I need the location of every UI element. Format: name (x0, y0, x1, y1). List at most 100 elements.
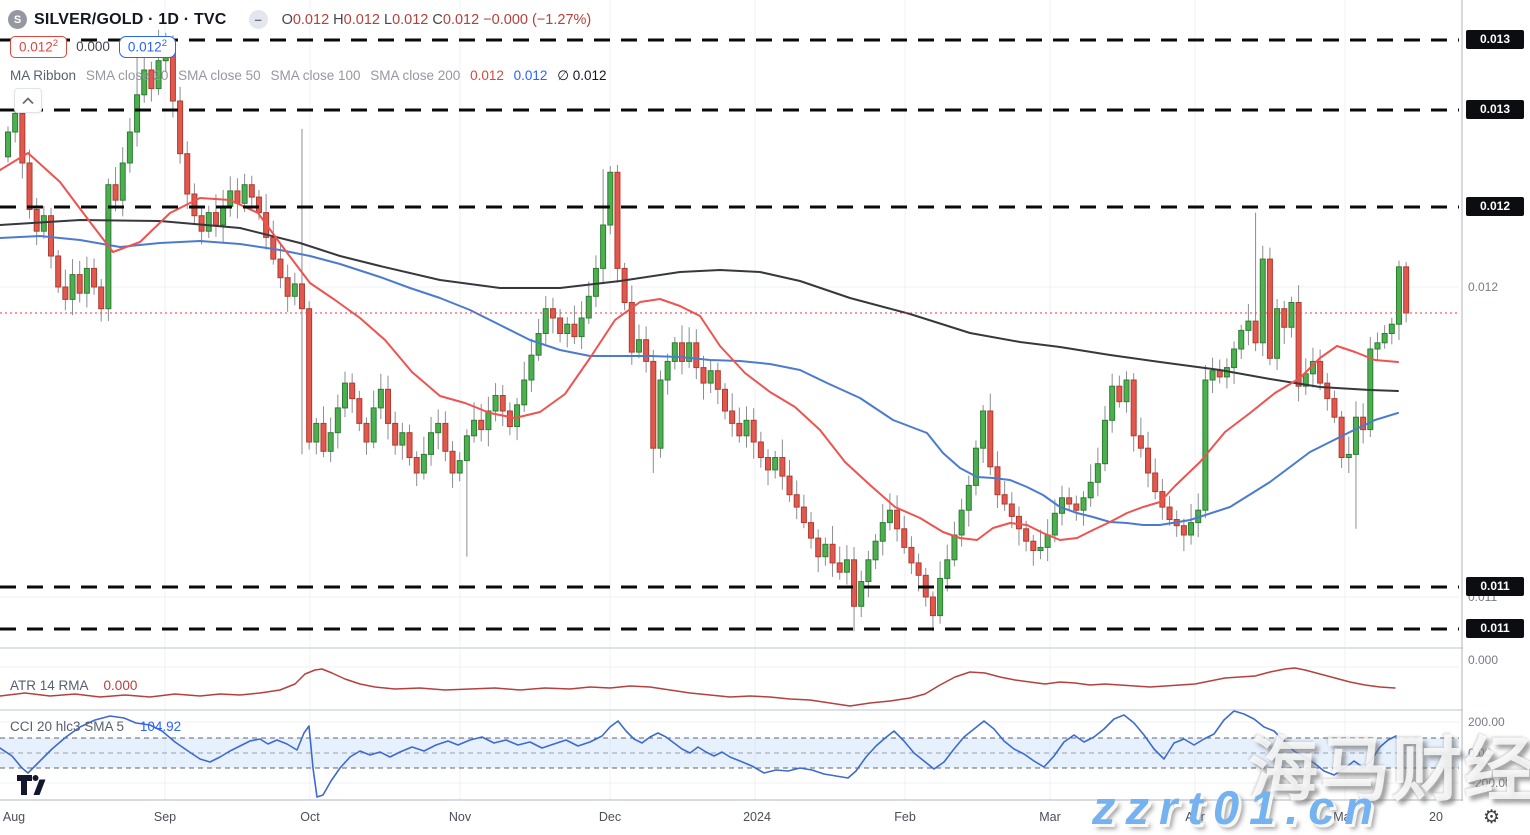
candle-down (1145, 447, 1152, 474)
ma-param-100: SMA close 100 (270, 68, 361, 83)
candle-down (1130, 379, 1137, 437)
candle-up (592, 267, 599, 297)
candle-down (112, 184, 119, 201)
level-price-label: 0.011 (1466, 577, 1524, 596)
candle-up (1044, 534, 1051, 548)
gear-icon[interactable]: ⚙ (1483, 807, 1501, 828)
candle-down (55, 255, 62, 288)
time-scale[interactable] (0, 801, 1530, 835)
candle-up (341, 382, 348, 409)
candle-up (1245, 320, 1252, 331)
high-value: 0.012 (343, 11, 380, 28)
collapse-pane-button[interactable] (14, 88, 42, 113)
candle-down (800, 506, 807, 524)
candle-down (700, 367, 707, 384)
candle-down (506, 410, 513, 428)
candle-down (91, 267, 98, 288)
candle-down (1152, 472, 1159, 493)
candle-up (83, 267, 90, 294)
candle-up (485, 410, 492, 431)
time-tick: Mar (1039, 810, 1061, 824)
candle-down (643, 339, 650, 362)
sma-200-line (0, 219, 1399, 392)
candle-down (406, 432, 413, 459)
candle-up (937, 577, 944, 617)
candle-down (621, 267, 628, 304)
candle-down (363, 422, 370, 443)
time-tick: Aug (2, 810, 26, 824)
candle-up (1381, 333, 1388, 344)
price-tick: 0.000 (1468, 653, 1499, 667)
candle-up (965, 484, 972, 511)
candle-down (693, 342, 700, 369)
candle-down (198, 215, 205, 232)
candle-down (478, 419, 485, 431)
sma-20-line (0, 152, 1399, 541)
candle-down (736, 422, 743, 437)
candle-up (564, 323, 571, 335)
candle-up (471, 419, 478, 437)
ma-ribbon-title: MA Ribbon (10, 68, 77, 83)
change-value: −0.000 (483, 11, 528, 28)
candle-up (1259, 258, 1266, 344)
candle-down (915, 562, 922, 576)
watermark-url: zzrt01.cn (1092, 781, 1384, 834)
atr-legend[interactable]: ATR 14 RMA 0.000 (10, 678, 137, 693)
candle-down (765, 457, 772, 471)
candle-down (499, 395, 506, 412)
candle-down (1295, 302, 1302, 387)
ma-value-red: 0.012 (470, 68, 504, 83)
candle-down (298, 283, 305, 310)
candle-down (19, 112, 26, 164)
candle-up (456, 460, 463, 474)
atr-line (0, 667, 1396, 707)
symbol-logo-icon[interactable]: S (8, 10, 27, 29)
blue-price-badge[interactable]: 0.0122 (118, 36, 176, 58)
candle-up (492, 395, 499, 412)
sma-50-line (0, 235, 1399, 526)
candle-down (277, 258, 284, 279)
price-tick: 0.012 (1468, 280, 1499, 294)
tradingview-logo[interactable] (16, 774, 46, 801)
neutral-price-value: 0.000 (76, 39, 110, 55)
candle-up (657, 379, 664, 449)
candle-down (628, 302, 635, 353)
watermark-cjk: 海马财经 (1248, 731, 1530, 809)
candle-down (786, 475, 793, 496)
candle-down (76, 274, 83, 294)
open-label: O (281, 11, 293, 28)
ma-ribbon-legend[interactable]: MA Ribbon SMA close 20 SMA close 50 SMA … (10, 68, 613, 84)
candle-down (994, 466, 1001, 496)
candle-down (284, 277, 291, 297)
price-scale[interactable] (1463, 0, 1530, 835)
candle-down (255, 196, 262, 214)
candle-down (356, 398, 363, 424)
red-price-badge[interactable]: 0.0122 (10, 36, 68, 58)
candle-down (1137, 435, 1144, 449)
candle-up (1352, 416, 1359, 455)
candle-down (306, 308, 313, 443)
candle-up (707, 370, 714, 384)
level-price-label: 0.013 (1466, 100, 1524, 119)
collapse-legend-icon[interactable]: – (248, 10, 268, 29)
symbol-title[interactable]: SILVER/GOLD · 1D · TVC (34, 10, 227, 28)
candle-down (320, 422, 327, 452)
atr-title: ATR 14 RMA (10, 678, 88, 693)
change-percent: (−1.27%) (532, 11, 592, 28)
candle-up (420, 453, 427, 474)
candle-up (664, 360, 671, 381)
candle-up (858, 581, 865, 607)
candle-down (1066, 497, 1073, 505)
candle-up (205, 212, 212, 232)
candle-down (449, 450, 456, 474)
candle-down (1180, 525, 1187, 536)
candle-up (1345, 453, 1352, 459)
candle-up (428, 432, 435, 455)
candle-up (291, 283, 298, 297)
price-tick: 200.00 (1468, 715, 1505, 729)
candle-down (1023, 528, 1030, 542)
cci-legend[interactable]: CCI 20 hlc3 SMA 5 104.92 (10, 719, 181, 734)
candle-up (1188, 522, 1195, 536)
candle-down (1015, 515, 1022, 530)
